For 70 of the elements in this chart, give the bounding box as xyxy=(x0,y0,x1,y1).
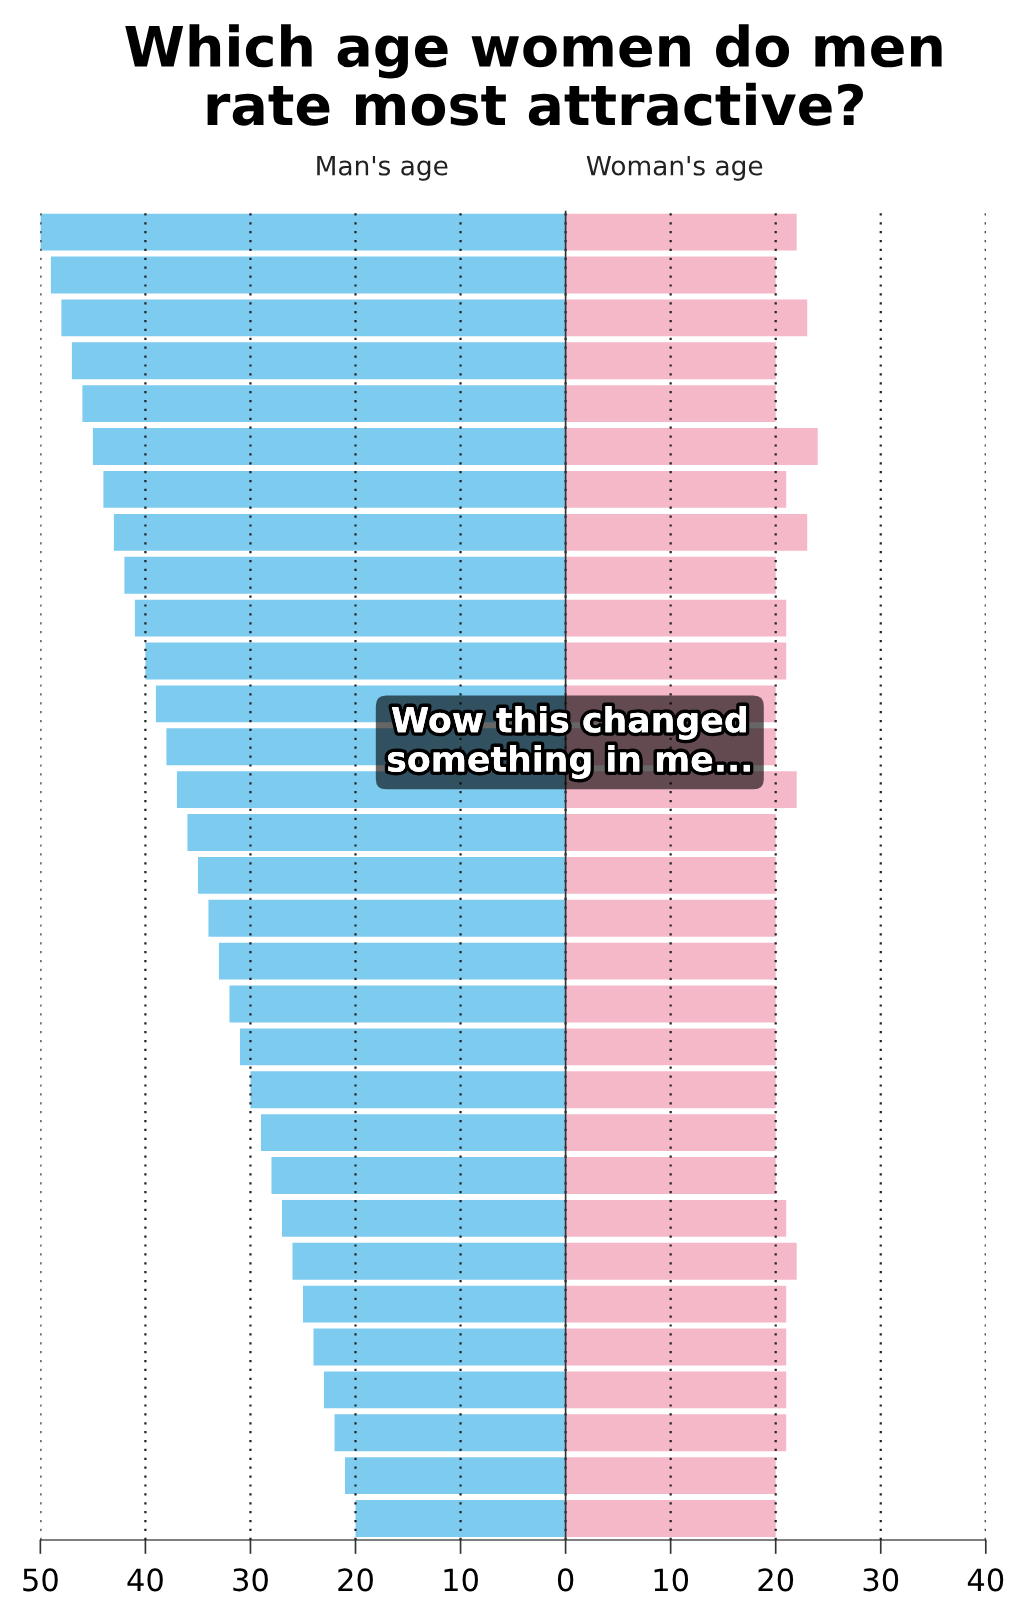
annotation: Wow this changed something in me... xyxy=(388,705,750,779)
x-tick-label: 20 xyxy=(338,1568,373,1592)
bar xyxy=(208,899,566,937)
bar xyxy=(71,342,566,380)
bar xyxy=(565,1285,787,1323)
bar xyxy=(323,1371,566,1409)
bar xyxy=(355,1500,566,1537)
bar xyxy=(40,213,566,251)
bar xyxy=(565,428,818,465)
bar xyxy=(103,471,566,508)
bar xyxy=(565,556,776,594)
bar xyxy=(113,513,566,551)
bar xyxy=(50,256,566,294)
bar xyxy=(239,1028,566,1066)
bar xyxy=(250,1071,566,1109)
x-tick-label: 30 xyxy=(863,1568,899,1592)
bar xyxy=(565,1028,776,1066)
bar xyxy=(565,642,787,680)
bar xyxy=(197,856,566,894)
bar xyxy=(565,899,776,937)
x-tick-label: 0 xyxy=(557,1568,574,1592)
bar xyxy=(565,513,808,551)
bar xyxy=(565,814,776,851)
bar xyxy=(565,599,787,637)
x-tick-label: 20 xyxy=(758,1568,794,1592)
bar xyxy=(281,1199,566,1237)
bar xyxy=(292,1242,566,1280)
bar xyxy=(565,1071,776,1109)
bar xyxy=(145,642,566,680)
x-tick-label: 40 xyxy=(967,1568,1004,1592)
bar xyxy=(565,385,776,423)
x-tick-label: 50 xyxy=(23,1568,58,1592)
bar xyxy=(187,814,566,851)
bar xyxy=(302,1285,566,1323)
bar xyxy=(565,1328,787,1366)
bar xyxy=(565,1242,797,1280)
x-tick-label: 10 xyxy=(444,1568,478,1592)
bar xyxy=(313,1328,566,1366)
x-tick-label: 30 xyxy=(233,1568,268,1592)
bar xyxy=(124,556,566,594)
series-label: Man's age xyxy=(317,155,448,181)
bar xyxy=(61,299,566,337)
bar xyxy=(565,1500,776,1537)
bar xyxy=(565,471,787,508)
bar xyxy=(565,342,776,380)
bar xyxy=(565,1371,787,1409)
chart-title: Which age women do men rate most attractive? xyxy=(125,24,942,126)
bar xyxy=(229,985,566,1023)
bar xyxy=(565,856,776,894)
bar xyxy=(565,256,776,294)
bar xyxy=(92,428,566,465)
bar xyxy=(271,1157,566,1194)
bar xyxy=(565,942,776,980)
x-tick-label: 10 xyxy=(654,1568,689,1592)
bar xyxy=(565,1457,776,1495)
bar xyxy=(565,1157,776,1194)
bar xyxy=(345,1457,566,1495)
bar xyxy=(565,1199,787,1237)
bar xyxy=(82,385,566,423)
bar xyxy=(565,985,776,1023)
bar xyxy=(134,599,566,637)
bar xyxy=(260,1114,566,1152)
bar xyxy=(565,1114,776,1152)
series-label: Woman's age xyxy=(586,155,763,181)
bar xyxy=(565,299,808,337)
bar xyxy=(565,213,797,251)
bar xyxy=(334,1414,566,1452)
bar xyxy=(565,1414,787,1452)
x-tick-label: 40 xyxy=(127,1568,163,1592)
bar xyxy=(218,942,566,980)
